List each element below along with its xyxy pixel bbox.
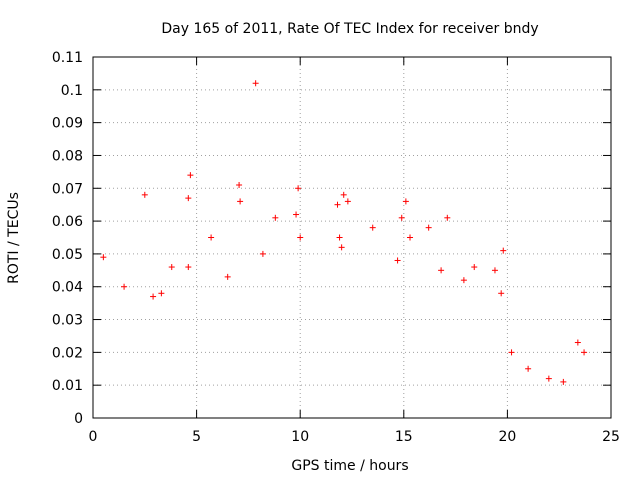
data-point xyxy=(491,267,498,274)
data-point xyxy=(168,264,175,271)
y-tick-label: 0.01 xyxy=(52,378,83,394)
data-point xyxy=(185,195,192,202)
data-point xyxy=(525,365,532,372)
data-point xyxy=(336,234,343,241)
data-point xyxy=(297,234,304,241)
data-point xyxy=(545,375,552,382)
y-tick-label: 0.07 xyxy=(52,181,83,197)
y-tick-label: 0.1 xyxy=(61,83,83,99)
x-tick-label: 0 xyxy=(89,429,98,445)
data-point xyxy=(394,257,401,264)
data-point xyxy=(295,185,302,192)
data-point xyxy=(187,172,194,179)
data-point xyxy=(150,293,157,300)
x-tick-label: 20 xyxy=(498,429,516,445)
data-point xyxy=(121,283,128,290)
y-tick-label: 0.08 xyxy=(52,148,83,164)
y-tick-label: 0 xyxy=(74,411,83,427)
y-tick-label: 0.02 xyxy=(52,345,83,361)
data-point xyxy=(293,211,300,218)
data-point xyxy=(471,264,478,271)
data-point xyxy=(338,244,345,251)
data-point xyxy=(208,234,215,241)
data-points xyxy=(100,80,588,385)
y-tick-label: 0.09 xyxy=(52,116,83,132)
x-axis-label: GPS time / hours xyxy=(291,458,408,474)
y-tick-label: 0.03 xyxy=(52,313,83,329)
y-tick-label: 0.04 xyxy=(52,280,83,296)
data-point xyxy=(508,349,515,356)
x-tick-label: 10 xyxy=(291,429,309,445)
y-tick-label: 0.05 xyxy=(52,247,83,263)
x-tick-label: 25 xyxy=(602,429,620,445)
data-point xyxy=(340,191,347,198)
data-point xyxy=(236,181,243,188)
data-point xyxy=(272,214,279,221)
data-point xyxy=(581,349,588,356)
data-point xyxy=(334,201,341,208)
data-point xyxy=(224,273,231,280)
data-point xyxy=(237,198,244,205)
data-point xyxy=(460,277,467,284)
data-point xyxy=(402,198,409,205)
x-tick-label: 5 xyxy=(192,429,201,445)
data-point xyxy=(444,214,451,221)
data-point xyxy=(252,80,259,87)
data-point xyxy=(344,198,351,205)
data-point xyxy=(100,254,107,261)
data-point xyxy=(407,234,414,241)
chart-title: Day 165 of 2011, Rate Of TEC Index for r… xyxy=(161,21,538,37)
data-point xyxy=(500,247,507,254)
data-point xyxy=(438,267,445,274)
data-point xyxy=(141,191,148,198)
data-point xyxy=(574,339,581,346)
data-point xyxy=(259,250,266,257)
grid-lines xyxy=(93,57,611,418)
x-tick-label: 15 xyxy=(395,429,413,445)
data-point xyxy=(369,224,376,231)
data-point xyxy=(498,290,505,297)
axis-ticks: 0 0.01 0.02 0.03 0.04 0.05 0.06 0.07 0.08 0.09 0.1… xyxy=(52,50,620,445)
y-tick-label: 0.06 xyxy=(52,214,83,230)
data-point xyxy=(398,214,405,221)
plot-frame xyxy=(92,56,612,419)
data-point xyxy=(560,378,567,385)
data-point xyxy=(158,290,165,297)
y-axis-label: ROTI / TECUs xyxy=(6,192,22,284)
y-tick-label: 0.11 xyxy=(52,50,83,66)
data-point xyxy=(185,264,192,271)
data-point xyxy=(425,224,432,231)
